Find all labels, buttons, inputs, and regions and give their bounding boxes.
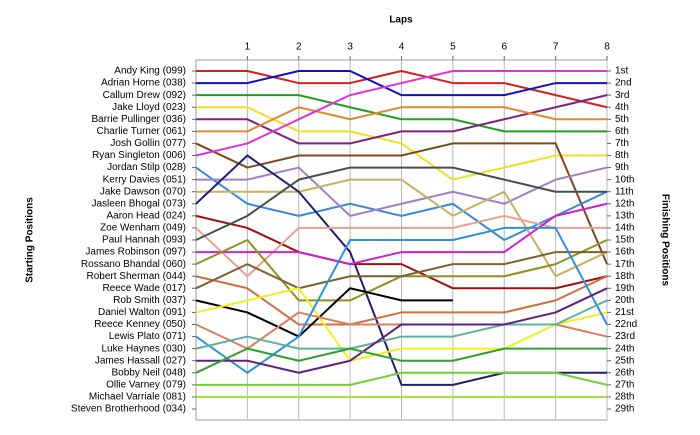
position-line bbox=[196, 178, 608, 278]
driver-label: Lewis Plato (071) bbox=[109, 331, 186, 342]
driver-label: Andy King (099) bbox=[114, 66, 186, 77]
position-line bbox=[195, 275, 608, 326]
position-line bbox=[196, 287, 608, 374]
driver-label: Charlie Turner (061) bbox=[97, 126, 186, 137]
y2-axis-title: Finishing Positions bbox=[659, 194, 670, 287]
position-line bbox=[196, 106, 607, 181]
y2-tick-label: 25th bbox=[615, 355, 634, 366]
driver-label: Steven Brotherhood (034) bbox=[71, 404, 186, 415]
x-tick-label: 3 bbox=[347, 42, 353, 53]
y2-tick-label: 26th bbox=[615, 367, 634, 378]
driver-label: Barrie Pullinger (036) bbox=[92, 114, 187, 125]
y2-tick-label: 29th bbox=[615, 404, 634, 415]
x-tick-label: 8 bbox=[604, 42, 610, 53]
y-axis-title: Starting Positions bbox=[25, 197, 36, 283]
position-line bbox=[195, 251, 607, 290]
driver-label: Aaron Head (024) bbox=[107, 210, 187, 221]
position-line bbox=[195, 214, 608, 290]
driver-label: Josh Gollin (077) bbox=[110, 138, 186, 149]
position-line bbox=[195, 142, 608, 265]
x-tick-label: 6 bbox=[501, 42, 507, 53]
y2-tick-label: 3rd bbox=[615, 90, 629, 101]
y2-tick-label: 14th bbox=[615, 223, 634, 234]
driver-label: Paul Hannah (093) bbox=[102, 235, 186, 246]
driver-label: Kerry Davies (051) bbox=[103, 174, 186, 185]
x-axis-title: Laps bbox=[389, 15, 413, 26]
x-tick-label: 2 bbox=[296, 42, 302, 53]
driver-label: Ollie Varney (079) bbox=[106, 379, 186, 390]
x-tick-label: 7 bbox=[553, 42, 559, 53]
y2-tick-label: 9th bbox=[615, 162, 629, 173]
position-line bbox=[196, 70, 608, 109]
driver-label: Rossano Bhandal (060) bbox=[81, 259, 186, 270]
y2-tick-label: 23rd bbox=[615, 331, 635, 342]
position-line bbox=[195, 287, 453, 338]
position-line bbox=[195, 166, 607, 241]
y2-tick-label: 21st bbox=[615, 307, 634, 318]
y2-tick-label: 15th bbox=[615, 235, 634, 246]
position-line bbox=[195, 226, 608, 374]
y2-tick-label: 7th bbox=[615, 138, 629, 149]
y2-tick-label: 24th bbox=[615, 343, 634, 354]
driver-label: Jasleen Bhogal (073) bbox=[91, 198, 186, 209]
driver-label: Michael Varriale (081) bbox=[89, 392, 186, 403]
driver-label: Robert Sherman (044) bbox=[87, 271, 187, 282]
driver-label: Jake Lloyd (023) bbox=[112, 102, 186, 113]
y2-tick-label: 10th bbox=[615, 174, 634, 185]
y2-tick-label: 17th bbox=[615, 259, 634, 270]
driver-label: Jordan Stilp (028) bbox=[107, 162, 186, 173]
y2-tick-label: 20th bbox=[615, 295, 634, 306]
position-line bbox=[195, 70, 607, 157]
y2-tick-label: 16th bbox=[615, 247, 634, 258]
driver-label: Daniel Walton (091) bbox=[98, 307, 186, 318]
driver-label: James Robinson (097) bbox=[85, 247, 186, 258]
x-tick-label: 1 bbox=[245, 42, 251, 53]
position-line bbox=[196, 106, 607, 133]
y2-tick-label: 11th bbox=[615, 186, 634, 197]
driver-label: Callum Drew (092) bbox=[103, 90, 186, 101]
y2-tick-label: 19th bbox=[615, 283, 634, 294]
driver-label: Ryan Singleton (006) bbox=[92, 150, 186, 161]
driver-label: Zoe Wenham (049) bbox=[100, 223, 186, 234]
position-line bbox=[195, 287, 608, 362]
driver-label: Reece Wade (017) bbox=[102, 283, 186, 294]
y2-tick-label: 6th bbox=[615, 126, 629, 137]
y2-tick-label: 18th bbox=[615, 271, 634, 282]
position-line bbox=[195, 299, 608, 350]
y2-tick-label: 4th bbox=[615, 102, 629, 113]
y2-tick-label: 22nd bbox=[615, 319, 637, 330]
position-line bbox=[196, 70, 607, 97]
y2-tick-label: 12th bbox=[615, 198, 634, 209]
driver-label: Jake Dawson (070) bbox=[100, 186, 186, 197]
y2-tick-label: 5th bbox=[615, 114, 629, 125]
y2-tick-label: 13th bbox=[615, 210, 634, 221]
y2-tick-label: 8th bbox=[615, 150, 629, 161]
x-tick-label: 4 bbox=[399, 42, 405, 53]
position-line bbox=[196, 94, 608, 145]
position-line bbox=[195, 347, 607, 374]
position-line bbox=[196, 94, 607, 133]
y2-tick-label: 1st bbox=[615, 66, 629, 77]
position-line bbox=[196, 371, 608, 386]
x-tick-label: 5 bbox=[450, 42, 456, 53]
driver-label: Rob Smith (037) bbox=[113, 295, 186, 306]
driver-label: Luke Haynes (030) bbox=[102, 343, 187, 354]
driver-label: Adrian Horne (038) bbox=[101, 78, 186, 89]
y2-tick-label: 28th bbox=[615, 392, 634, 403]
driver-label: James Hassall (027) bbox=[95, 355, 186, 366]
y2-tick-label: 27th bbox=[615, 379, 634, 390]
driver-label: Reece Kenney (050) bbox=[94, 319, 186, 330]
y2-tick-label: 2nd bbox=[615, 78, 632, 89]
driver-label: Bobby Neil (048) bbox=[112, 367, 186, 378]
